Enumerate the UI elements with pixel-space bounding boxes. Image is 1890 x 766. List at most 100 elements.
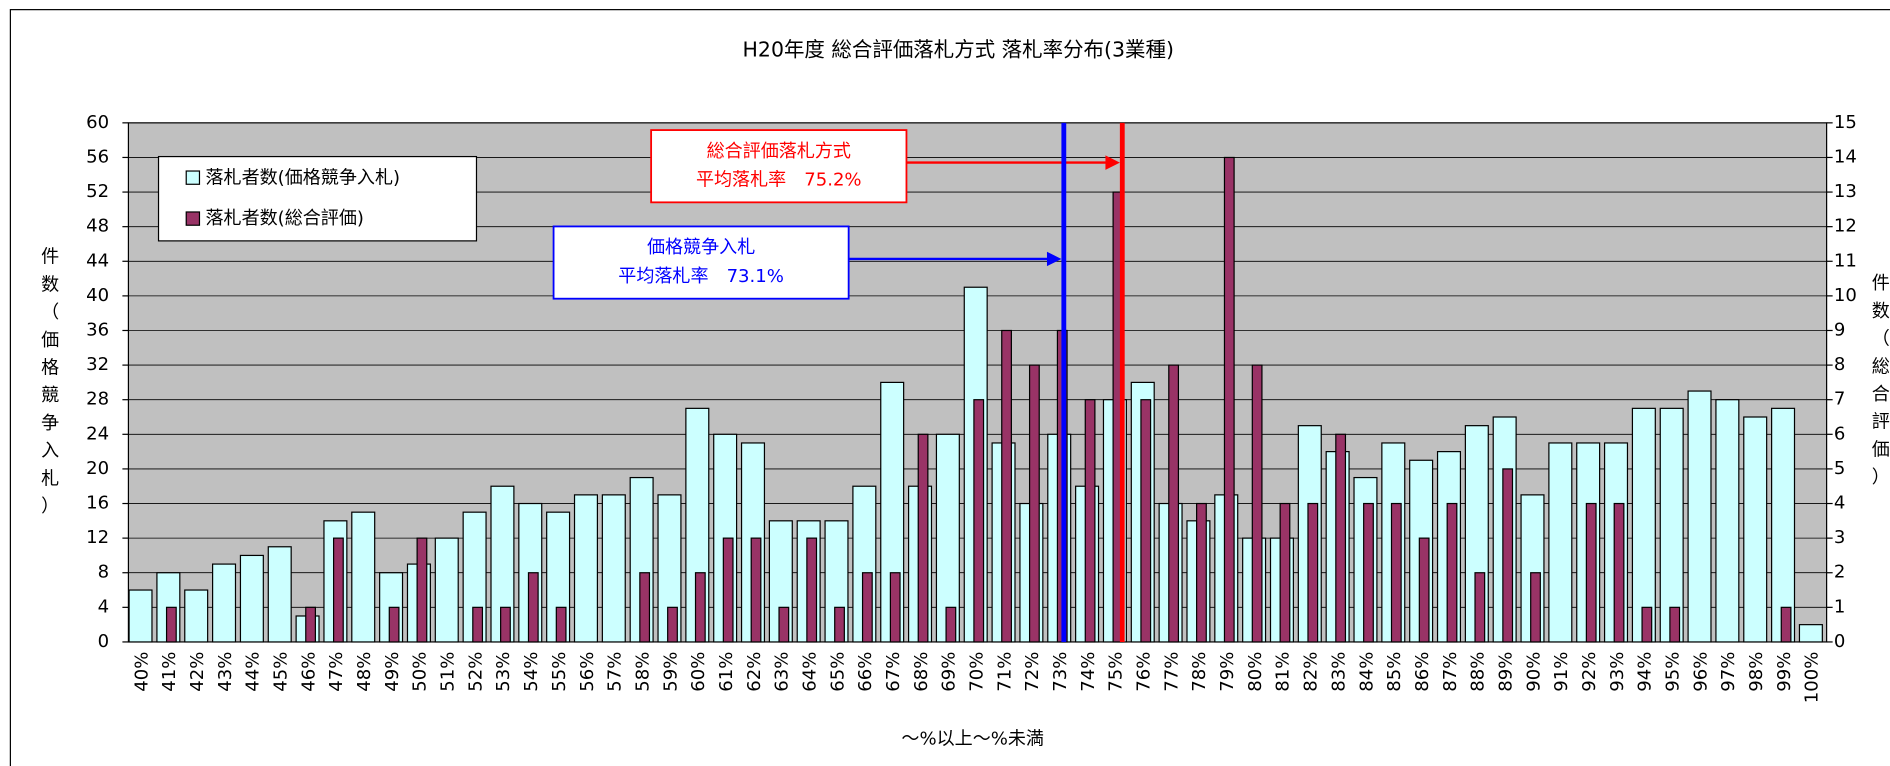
bar: [267, 546, 292, 643]
x-tick-label: 58%: [632, 652, 653, 692]
y-tick-label: 16: [86, 493, 109, 514]
legend-label: 落札者数(総合評価): [205, 208, 363, 229]
bar: [1641, 606, 1653, 643]
y-tick-label: 0: [98, 631, 109, 652]
x-tick-label: 81%: [1273, 652, 1294, 692]
bar: [1669, 606, 1681, 643]
bar: [1390, 502, 1402, 643]
x-tick-label: 67%: [883, 652, 904, 692]
x-tick-label: 69%: [939, 652, 960, 692]
bar: [1418, 537, 1430, 643]
x-tick-label: 45%: [271, 652, 292, 692]
y-tick-label: 40: [86, 285, 109, 306]
bar: [1140, 399, 1152, 643]
y2-tick-label: 14: [1834, 146, 1857, 167]
y2-tick-label: 9: [1834, 319, 1845, 340]
y-tick-label: 4: [98, 596, 109, 617]
y2-tick-label: 11: [1834, 250, 1857, 271]
x-tick-label: 89%: [1495, 652, 1516, 692]
bar: [917, 433, 929, 643]
bar: [1028, 364, 1040, 643]
y2-tick-label: 8: [1834, 354, 1845, 375]
x-tick-label: 75%: [1106, 652, 1127, 692]
bar: [1585, 502, 1597, 643]
x-tick-label: 78%: [1189, 652, 1210, 692]
x-tick-label: 53%: [493, 652, 514, 692]
bar: [1251, 364, 1263, 643]
bar: [945, 606, 957, 643]
x-tick-label: 52%: [465, 652, 486, 692]
x-tick-label: 47%: [326, 652, 347, 692]
x-tick-label: 91%: [1551, 652, 1572, 692]
x-tick-label: 64%: [799, 652, 820, 692]
y-tick-label: 56: [86, 146, 109, 167]
chart-title: H20年度 総合評価落札方式 落札率分布(3業種): [743, 38, 1174, 62]
legend-label: 落札者数(価格競争入札): [205, 167, 400, 188]
annotation-text: 総合評価落札方式: [707, 141, 851, 162]
bar: [1613, 502, 1625, 643]
y2-axis-title: 件数（総合評価）: [1872, 273, 1890, 488]
bar: [1780, 606, 1792, 643]
bar: [500, 606, 511, 643]
y2-tick-label: 12: [1834, 216, 1857, 237]
x-tick-label: 87%: [1440, 652, 1461, 692]
x-tick-label: 41%: [159, 652, 180, 692]
y-tick-label: 52: [86, 181, 109, 202]
x-tick-label: 79%: [1217, 652, 1238, 692]
bar: [1530, 572, 1541, 643]
y2-tick-label: 1: [1834, 596, 1845, 617]
x-tick-label: 99%: [1774, 652, 1795, 692]
bar: [555, 606, 567, 643]
arrow-head: [1105, 155, 1120, 170]
y2-tick-label: 15: [1834, 112, 1857, 133]
y-tick-label: 60: [86, 112, 109, 133]
x-tick-label: 65%: [827, 652, 848, 692]
x-tick-label: 61%: [716, 652, 737, 692]
annotation-text: 平均落札率 73.1%: [618, 266, 784, 287]
bar: [1001, 329, 1012, 643]
bar: [1223, 156, 1235, 643]
x-tick-label: 85%: [1384, 652, 1405, 692]
bar: [1474, 572, 1486, 643]
x-tick-label: 73%: [1050, 652, 1071, 692]
bar: [184, 589, 209, 643]
bar: [1196, 502, 1207, 643]
chart-border: [9, 9, 1890, 766]
x-tick-label: 94%: [1635, 652, 1656, 692]
bar: [1279, 502, 1291, 643]
bar: [332, 537, 344, 643]
bar: [806, 537, 818, 643]
annotation-text: 価格競争入札: [647, 237, 755, 258]
y-tick-label: 28: [86, 389, 109, 410]
y-tick-label: 8: [98, 562, 109, 583]
bar: [1687, 390, 1712, 643]
bar: [1363, 502, 1374, 643]
bar: [778, 606, 790, 643]
y-tick-label: 48: [86, 216, 109, 237]
x-tick-label: 62%: [744, 652, 765, 692]
y2-tick-label: 4: [1834, 493, 1845, 514]
bar: [1743, 416, 1768, 643]
legend-swatch: [185, 211, 201, 226]
bar: [1548, 442, 1573, 643]
bar: [889, 572, 901, 643]
x-tick-label: 76%: [1134, 652, 1155, 692]
x-tick-label: 40%: [131, 652, 152, 692]
x-tick-label: 90%: [1523, 652, 1544, 692]
y2-tick-label: 10: [1834, 285, 1857, 306]
x-tick-label: 93%: [1607, 652, 1628, 692]
annotation-box: [650, 129, 908, 204]
x-tick-label: 66%: [855, 652, 876, 692]
bar: [1798, 624, 1823, 643]
y-tick-label: 20: [86, 458, 109, 479]
x-tick-label: 51%: [438, 652, 459, 692]
bar: [1446, 502, 1458, 643]
x-tick-label: 48%: [354, 652, 375, 692]
y2-tick-label: 13: [1834, 181, 1857, 202]
x-tick-label: 86%: [1412, 652, 1433, 692]
y-tick-label: 24: [86, 423, 109, 444]
bar: [861, 572, 873, 643]
x-tick-label: 43%: [215, 652, 236, 692]
y-tick-label: 12: [86, 527, 109, 548]
bar: [416, 537, 428, 643]
